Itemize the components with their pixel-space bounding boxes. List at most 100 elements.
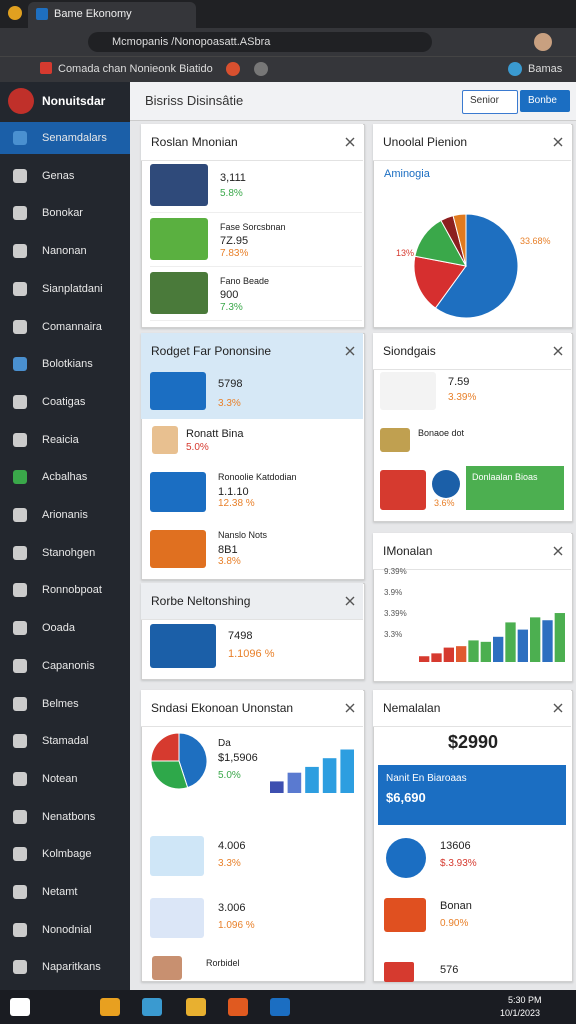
chart <box>419 613 565 662</box>
icon <box>152 426 178 454</box>
icon <box>13 131 27 145</box>
page-title: Bisriss Disinsâtie <box>145 93 244 108</box>
nav-item[interactable]: Nenatbons <box>42 810 96 823</box>
close-icon[interactable] <box>345 703 355 713</box>
nav-item[interactable]: Bonokar <box>42 207 83 220</box>
url[interactable]: Mcmopanis /Nonopoasatt.ASbra <box>112 36 271 48</box>
icon <box>432 470 460 498</box>
row-value: 1.1.10 <box>218 486 249 498</box>
close-icon[interactable] <box>553 546 563 556</box>
axis-label: 3.3% <box>384 630 403 639</box>
nav-item[interactable]: Ooada <box>42 622 76 635</box>
close-glyph <box>553 703 563 713</box>
nav-item[interactable]: Naparitkans <box>42 961 101 974</box>
nav-item[interactable]: Netamt <box>42 886 78 898</box>
icon <box>508 62 522 76</box>
row-value: Bonan <box>440 900 472 912</box>
close-icon[interactable] <box>553 346 563 356</box>
nav-item[interactable]: Stamadal <box>42 735 89 748</box>
nav-item[interactable]: Nanonan <box>42 245 87 258</box>
icon <box>384 898 426 932</box>
bar <box>443 647 454 662</box>
icon <box>380 470 426 510</box>
row-value: 7.59 <box>448 376 470 388</box>
chart <box>413 213 519 319</box>
icon <box>13 432 27 447</box>
icon <box>13 658 27 673</box>
pie-slice <box>434 213 519 319</box>
row-change: 0.90% <box>440 918 469 929</box>
pie-slice <box>413 255 467 309</box>
nav-item[interactable]: Acbalhas <box>42 471 88 484</box>
icon <box>150 272 208 314</box>
nav-item[interactable]: Ronnobpoat <box>42 584 102 597</box>
url-field[interactable] <box>88 32 432 52</box>
bar <box>322 758 337 793</box>
close-icon[interactable] <box>553 703 563 713</box>
icon <box>13 885 27 899</box>
row-value: $1,5906 <box>218 752 258 764</box>
close-icon[interactable] <box>553 137 563 147</box>
close-icon[interactable] <box>345 137 355 147</box>
bar <box>270 781 284 793</box>
nav-item[interactable]: Comannaira <box>42 320 102 333</box>
icon <box>150 218 208 260</box>
icon <box>380 372 436 410</box>
profile[interactable]: Bamas <box>528 63 563 75</box>
filter-label[interactable]: Senior <box>470 95 499 106</box>
promo <box>466 466 564 510</box>
row-label: Ronoolie Katdodian <box>218 472 297 482</box>
nav-item[interactable]: Senamdalars <box>42 132 107 144</box>
row-label: Ronatt Bina <box>186 428 244 440</box>
pie-slice <box>150 760 189 790</box>
nav-item[interactable]: Nonodnial <box>42 923 92 936</box>
bar <box>480 641 491 662</box>
panel-header <box>373 533 571 570</box>
icon <box>8 88 34 114</box>
icon <box>150 624 216 668</box>
box-value: $6,690 <box>386 790 426 805</box>
panel-title: Unoolal Pienion <box>383 135 468 149</box>
icon <box>13 394 27 409</box>
nav-item[interactable]: Capanonis <box>42 659 95 672</box>
nav-item[interactable]: Reaicia <box>42 433 79 446</box>
row-value: 900 <box>220 289 239 301</box>
close-icon[interactable] <box>345 346 355 356</box>
panel-title: Sndasi Ekonoan Unonstan <box>151 701 294 715</box>
nav-item[interactable]: Coatigas <box>42 395 86 408</box>
nav-item[interactable]: Genas <box>42 169 75 182</box>
close-glyph <box>345 137 355 147</box>
icon <box>13 470 27 485</box>
icon <box>150 530 206 568</box>
nav-item[interactable]: Stanohgen <box>42 546 96 559</box>
nav-item[interactable]: Belmes <box>42 697 79 710</box>
nav-item[interactable]: Kolmbage <box>42 848 92 861</box>
chart <box>150 732 208 790</box>
filter[interactable] <box>462 90 518 114</box>
close-glyph <box>553 546 563 556</box>
change: 1.1096 % <box>228 648 275 660</box>
chart <box>270 749 354 793</box>
bar <box>419 656 430 662</box>
row-change: 12.38 % <box>218 498 255 509</box>
row-label: Da <box>218 738 231 749</box>
button-label[interactable]: Bonbe <box>528 95 557 106</box>
nav-item[interactable]: Arionanis <box>42 509 88 521</box>
row-label: Fase Sorcsbnan <box>220 222 286 232</box>
bookmark[interactable]: Comada chan Nonieonk Biatido <box>58 63 213 75</box>
icon <box>13 621 27 636</box>
icon <box>13 168 27 183</box>
icon <box>142 998 162 1016</box>
close-icon[interactable] <box>345 596 355 606</box>
nav-item[interactable]: Notean <box>42 772 78 785</box>
pie-label: 33.68% <box>520 236 551 246</box>
icon <box>100 998 120 1016</box>
button[interactable] <box>520 90 570 112</box>
tab[interactable] <box>28 2 196 28</box>
nav-item[interactable]: Bolotkians <box>42 358 93 371</box>
tab-title[interactable]: Bame Ekonomy <box>54 8 132 20</box>
icon <box>150 472 206 512</box>
icon <box>13 809 27 824</box>
nav-item[interactable]: Sianplatdani <box>42 282 103 295</box>
